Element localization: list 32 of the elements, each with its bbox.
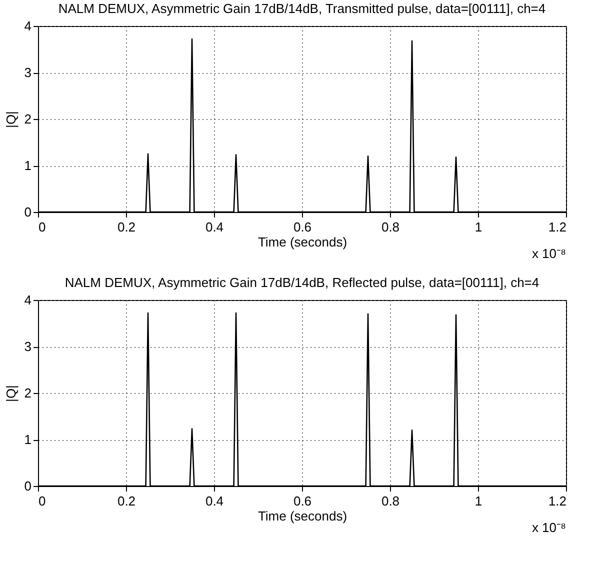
- y-tick-label: 2: [24, 112, 32, 126]
- x-tick-label: 0.4: [205, 494, 224, 508]
- x-tick-label: 0.2: [117, 220, 136, 234]
- x-tick-label: 0.2: [117, 494, 136, 508]
- x-tick-label: 0.8: [381, 494, 400, 508]
- x-tick-label: 0.6: [293, 494, 312, 508]
- x-tick-label: 1.2: [548, 494, 566, 508]
- text: x 10⁻⁸: [532, 520, 566, 535]
- x-tick-label: 0: [38, 494, 46, 508]
- y-tick-label: 2: [24, 386, 32, 400]
- y-tick-label: 3: [24, 339, 32, 354]
- x-tick-label: 1.2: [548, 220, 566, 234]
- x-tick-label: 0.8: [381, 220, 400, 234]
- chart-title: NALM DEMUX, Asymmetric Gain 17dB/14dB, Reflected pulse, data=[00111], ch=4: [64, 275, 540, 290]
- x-tick-label: 0.4: [205, 220, 224, 234]
- y-tick-label: 0: [24, 204, 32, 220]
- x-tick-label: 1: [474, 220, 482, 234]
- x-tick-label: 0.6: [293, 220, 312, 234]
- y-tick-label: 4: [24, 292, 32, 308]
- y-tick-label: 0: [24, 478, 32, 494]
- x-axis-title: Time (seconds): [258, 508, 348, 524]
- y-axis-title: |Q|: [3, 111, 18, 128]
- x-tick-label: 0: [38, 220, 46, 234]
- text: x 10⁻⁸: [532, 246, 566, 261]
- y-tick-label: 1: [24, 158, 32, 173]
- x-tick-label: 1: [474, 494, 482, 508]
- chart-title: NALM DEMUX, Asymmetric Gain 17dB/14dB, Transmitted pulse, data=[00111], ch=4: [58, 1, 546, 16]
- y-axis-title: |Q|: [3, 385, 18, 402]
- x-axis-title: Time (seconds): [258, 234, 348, 250]
- y-tick-label: 4: [24, 18, 32, 34]
- y-tick-label: 1: [24, 432, 32, 447]
- y-tick-label: 3: [24, 65, 32, 80]
